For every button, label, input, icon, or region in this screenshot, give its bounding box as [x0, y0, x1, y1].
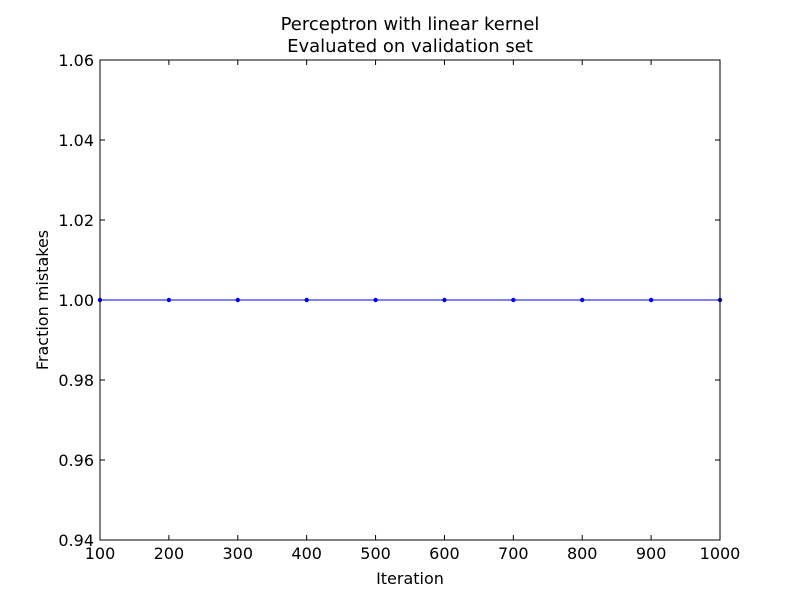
y-tick-label: 0.98	[58, 371, 94, 390]
plot-frame	[99, 59, 721, 541]
data-point	[235, 297, 240, 303]
x-tick-label: 400	[291, 544, 322, 563]
data-point	[373, 297, 378, 303]
x-tick-label: 900	[636, 544, 667, 563]
y-tick-label: 1.04	[58, 131, 94, 150]
tick-labels: 100 200 300 400 500 600 700 800 900 1000 0.94 0.96 0…	[58, 51, 740, 563]
y-tick-label: 1.06	[58, 51, 94, 70]
x-axis-label: Iteration	[376, 569, 444, 588]
x-tick-label: 800	[567, 544, 598, 563]
series-layer	[97, 297, 723, 303]
x-tick-label: 500	[360, 544, 391, 563]
y-tick-label: 0.94	[58, 531, 94, 550]
data-point	[511, 297, 516, 303]
x-tick-label: 1000	[700, 544, 741, 563]
data-point	[442, 297, 447, 303]
y-tick-label: 0.96	[58, 451, 94, 470]
y-axis-label: Fraction mistakes	[33, 230, 52, 370]
x-tick-label: 600	[429, 544, 460, 563]
data-point	[580, 297, 585, 303]
data-point	[304, 297, 309, 303]
axis-ticks	[99, 59, 721, 541]
data-point	[648, 297, 654, 303]
y-tick-label: 1.02	[58, 211, 94, 230]
y-tick-label: 1.00	[58, 291, 94, 310]
chart-subtitle: Evaluated on validation set	[287, 36, 533, 57]
x-tick-label: 700	[498, 544, 529, 563]
x-tick-label: 300	[223, 544, 254, 563]
data-point	[166, 297, 172, 303]
chart-title: Perceptron with linear kernel	[281, 14, 540, 35]
x-tick-label: 100	[85, 544, 116, 563]
x-tick-label: 200	[154, 544, 185, 563]
